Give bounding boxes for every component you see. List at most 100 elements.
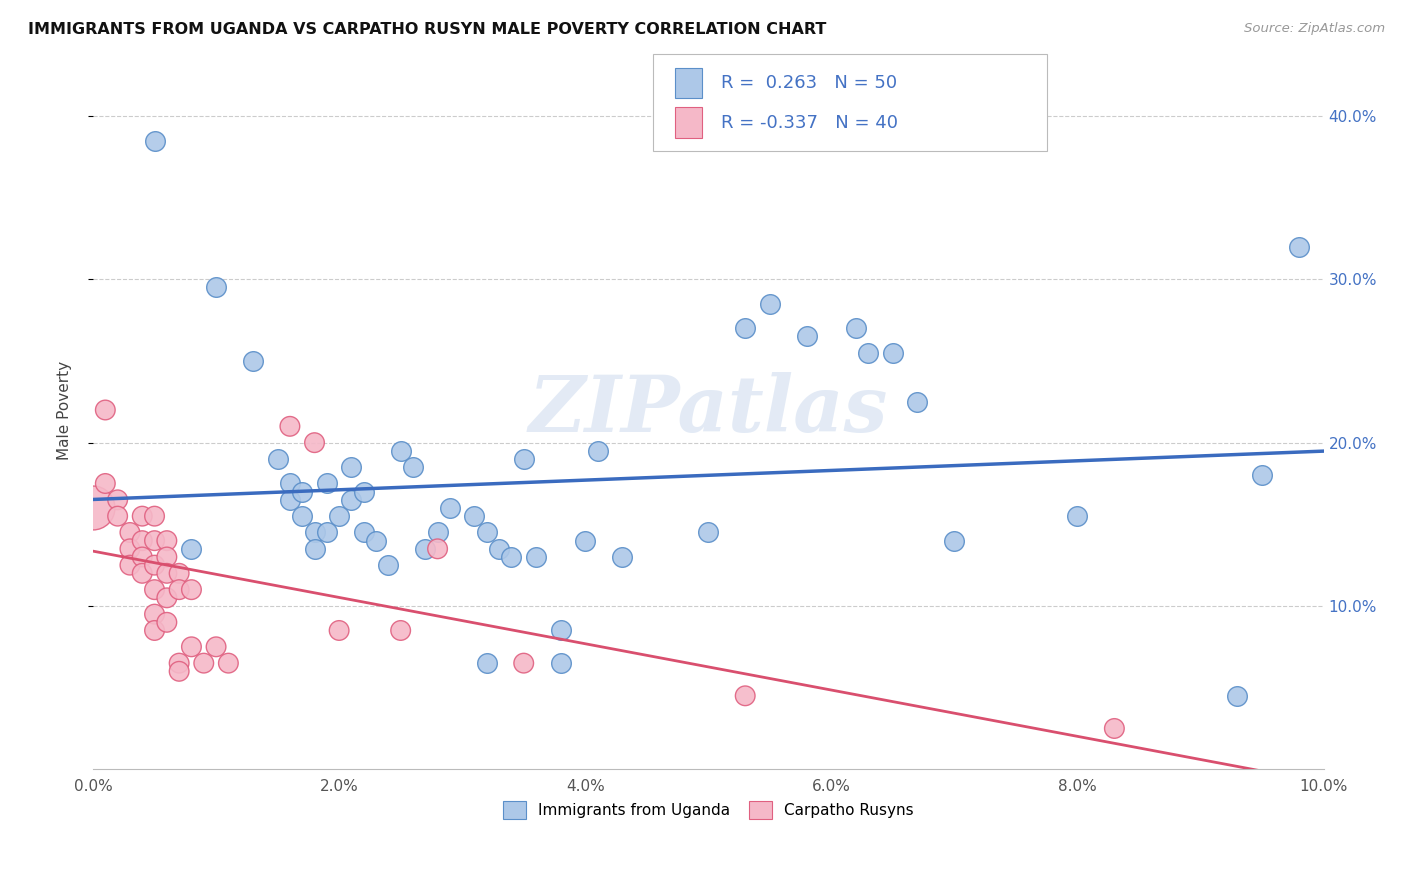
Point [167,656,190,670]
Point [143,558,166,573]
Point [167,566,190,581]
Point [131,549,153,564]
Point [156,566,179,581]
Text: R =  0.263   N = 50: R = 0.263 N = 50 [721,74,897,92]
Point [475,525,498,540]
Point [242,354,264,368]
Point [377,558,399,573]
Point [1251,468,1274,483]
Point [1066,509,1088,524]
Point [156,615,179,630]
Point [278,492,301,507]
Point [304,435,326,450]
Point [94,403,117,417]
Point [389,624,412,638]
Point [82,500,104,515]
Point [328,509,350,524]
Point [143,582,166,597]
Point [180,640,202,654]
Point [107,509,129,524]
Legend: Immigrants from Uganda, Carpatho Rusyns: Immigrants from Uganda, Carpatho Rusyns [495,793,921,826]
Point [205,280,228,294]
Point [463,509,485,524]
Point [439,500,461,515]
Point [167,582,190,597]
Point [1226,689,1249,703]
Point [586,443,609,458]
Point [328,624,350,638]
Point [426,541,449,556]
Point [574,533,596,548]
Point [156,549,179,564]
Point [907,394,929,409]
Point [278,419,301,434]
Point [180,582,202,597]
Point [426,525,449,540]
Point [304,541,326,556]
Point [156,591,179,605]
Point [217,656,239,670]
Text: Source: ZipAtlas.com: Source: ZipAtlas.com [1244,22,1385,36]
FancyBboxPatch shape [675,68,702,98]
Point [364,533,387,548]
Point [402,460,425,475]
Point [512,656,534,670]
Point [340,492,363,507]
Point [1104,722,1126,736]
Point [205,640,228,654]
Point [266,452,288,467]
Point [315,525,337,540]
Point [488,541,510,556]
Point [118,541,141,556]
FancyBboxPatch shape [675,107,702,137]
Point [94,476,117,491]
Point [734,321,756,335]
FancyBboxPatch shape [652,54,1046,152]
Point [413,541,436,556]
Point [943,533,966,548]
Point [315,476,337,491]
Point [612,549,634,564]
Point [291,509,314,524]
Point [304,525,326,540]
Point [524,549,547,564]
Point [291,484,314,499]
Point [845,321,868,335]
Point [550,656,572,670]
Point [131,533,153,548]
Point [759,297,782,311]
Point [501,549,523,564]
Point [858,346,880,360]
Point [143,134,166,148]
Text: R = -0.337   N = 40: R = -0.337 N = 40 [721,113,897,131]
Text: IMMIGRANTS FROM UGANDA VS CARPATHO RUSYN MALE POVERTY CORRELATION CHART: IMMIGRANTS FROM UGANDA VS CARPATHO RUSYN… [28,22,827,37]
Point [118,558,141,573]
Point [1288,240,1310,254]
Point [796,329,818,343]
Point [353,525,375,540]
Point [180,541,202,556]
Point [131,509,153,524]
Point [143,533,166,548]
Point [156,533,179,548]
Point [143,509,166,524]
Point [512,452,534,467]
Point [389,443,412,458]
Point [118,525,141,540]
Point [278,476,301,491]
Point [353,484,375,499]
Point [340,460,363,475]
Point [475,656,498,670]
Text: ZIPatlas: ZIPatlas [529,372,889,449]
Point [107,492,129,507]
Point [143,624,166,638]
Point [167,665,190,679]
Point [697,525,720,540]
Point [550,624,572,638]
Point [143,607,166,622]
Point [193,656,215,670]
Y-axis label: Male Poverty: Male Poverty [58,360,72,459]
Point [734,689,756,703]
Point [882,346,904,360]
Point [131,566,153,581]
